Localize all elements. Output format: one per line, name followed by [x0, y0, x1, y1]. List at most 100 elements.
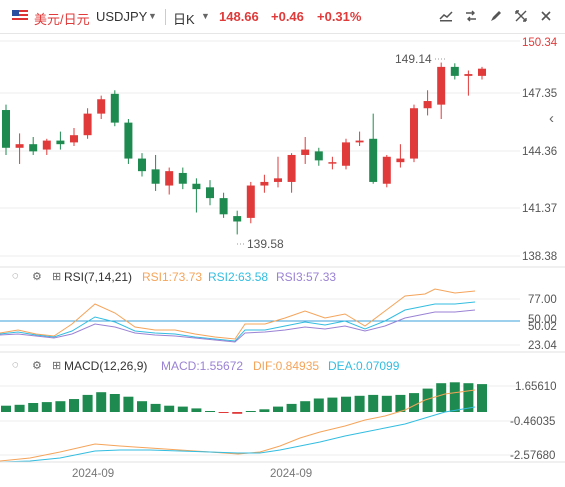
candle-body [410, 108, 418, 159]
rsi-tick: 77.00 [528, 294, 557, 306]
macd-bar [354, 395, 365, 412]
us-flag-icon [12, 10, 28, 22]
candle-body [287, 154, 296, 182]
macd-bar [137, 401, 147, 412]
macd-bar [96, 392, 107, 412]
rsi1-value: RSI1:73.73 [142, 270, 203, 284]
candle-body [260, 181, 269, 186]
candle-body [450, 66, 459, 76]
candle-body [382, 156, 391, 184]
macd-tick: -2.57680 [510, 450, 555, 462]
rsi-tick: 50.00 [528, 314, 557, 326]
macd-bar [395, 394, 406, 412]
macd-bar [273, 406, 283, 412]
rsi-pane: 77.00 50.00 50.02 23.04 [0, 288, 557, 352]
draw-icon[interactable] [487, 9, 505, 27]
price-change: +0.46 [271, 9, 304, 24]
macd-bar [1, 405, 11, 412]
candle-body [178, 172, 187, 184]
period-dropdown-icon[interactable]: ▼ [201, 11, 210, 21]
macd-value: MACD:1.55672 [161, 359, 244, 373]
candle-body [274, 178, 282, 182]
macd-title: MACD(12,26,9) [64, 359, 148, 373]
candle-body [56, 140, 65, 145]
price-tick: 147.35 [522, 88, 557, 100]
rsi2-line [0, 301, 476, 342]
compare-icon[interactable] [462, 9, 480, 27]
macd-tick: 1.65610 [515, 381, 557, 393]
eye-icon[interactable]: ◌ [12, 359, 19, 371]
macd-bar [123, 396, 134, 412]
candle-body [464, 74, 473, 76]
macd-bar [327, 397, 338, 412]
candle-body [219, 198, 228, 215]
macd-bar [341, 396, 351, 412]
candle-body [246, 185, 255, 218]
candlestick-series [2, 62, 486, 235]
symbol-code[interactable]: USDJPY [96, 9, 148, 24]
macd-bar [55, 401, 66, 412]
kline-chart[interactable]: 150.34 147.35 144.36 141.37 138.38 149.1… [0, 34, 565, 487]
candle-body [355, 140, 364, 143]
macd-bar [422, 388, 433, 412]
symbol-dropdown-icon[interactable]: ▼ [148, 11, 157, 21]
candle-body [369, 138, 378, 182]
macd-bar [381, 395, 392, 412]
candle-body [124, 122, 133, 159]
macd-bar [409, 393, 419, 412]
candle-body [192, 183, 201, 190]
candle-body [42, 140, 51, 150]
candle-body [342, 142, 350, 166]
candle-body [2, 110, 10, 148]
dea-value: DEA:0.07099 [328, 359, 400, 373]
macd-bar [150, 403, 161, 412]
candle-body [29, 144, 38, 152]
expand-icon[interactable]: ⊞ [52, 271, 62, 283]
macd-bar [286, 403, 297, 412]
price-tick: 138.38 [522, 251, 557, 263]
macd-bar [232, 412, 243, 414]
rsi3-value: RSI3:57.33 [276, 270, 337, 284]
macd-bar [14, 404, 25, 412]
macd-bar [368, 394, 379, 412]
candle-body [83, 113, 92, 136]
quote-header: 美元/日元 USDJPY ▼ 日K ▼ 148.66 +0.46 +0.31% [0, 0, 565, 34]
dif-value: DIF:0.84935 [253, 359, 320, 373]
expand-icon[interactable]: ⊞ [52, 360, 62, 372]
indicator-icon[interactable] [437, 9, 455, 27]
collapse-panel-icon[interactable]: ‹ [549, 110, 554, 127]
period-selector[interactable]: 日K [173, 12, 195, 27]
macd-bar [205, 411, 215, 412]
last-price: 148.66 [219, 9, 259, 24]
macd-bar [300, 401, 311, 412]
macd-bar [259, 409, 270, 412]
macd-bar [109, 394, 120, 412]
symbol-name[interactable]: 美元/日元 [34, 12, 90, 27]
macd-bar [218, 412, 229, 413]
rsi1-line [0, 288, 476, 340]
fullscreen-icon[interactable] [512, 9, 530, 27]
header-divider [165, 9, 166, 25]
macd-bar [477, 384, 487, 412]
candle-body [70, 135, 78, 143]
macd-bar [164, 405, 175, 412]
candle-body [151, 169, 160, 184]
price-change-percent: +0.31% [317, 9, 362, 24]
macd-bar [191, 408, 202, 412]
time-tick: 2024-09 [270, 468, 312, 480]
macd-bar [28, 403, 39, 412]
price-tick: 144.36 [522, 146, 557, 158]
rsi-title: RSI(7,14,21) [64, 270, 133, 284]
candle-body [138, 158, 146, 172]
eye-icon[interactable]: ◌ [12, 270, 19, 282]
price-tick: 150.34 [522, 37, 558, 49]
macd-bar [177, 406, 188, 412]
settings-icon[interactable]: ⚙ [32, 271, 42, 283]
close-icon[interactable] [537, 9, 555, 27]
macd-bar [41, 402, 52, 412]
settings-icon[interactable]: ⚙ [32, 360, 42, 372]
macd-bar [82, 394, 93, 412]
rsi2-value: RSI2:63.58 [208, 270, 269, 284]
rsi-tick: 23.04 [528, 340, 557, 352]
macd-bar [449, 382, 460, 412]
